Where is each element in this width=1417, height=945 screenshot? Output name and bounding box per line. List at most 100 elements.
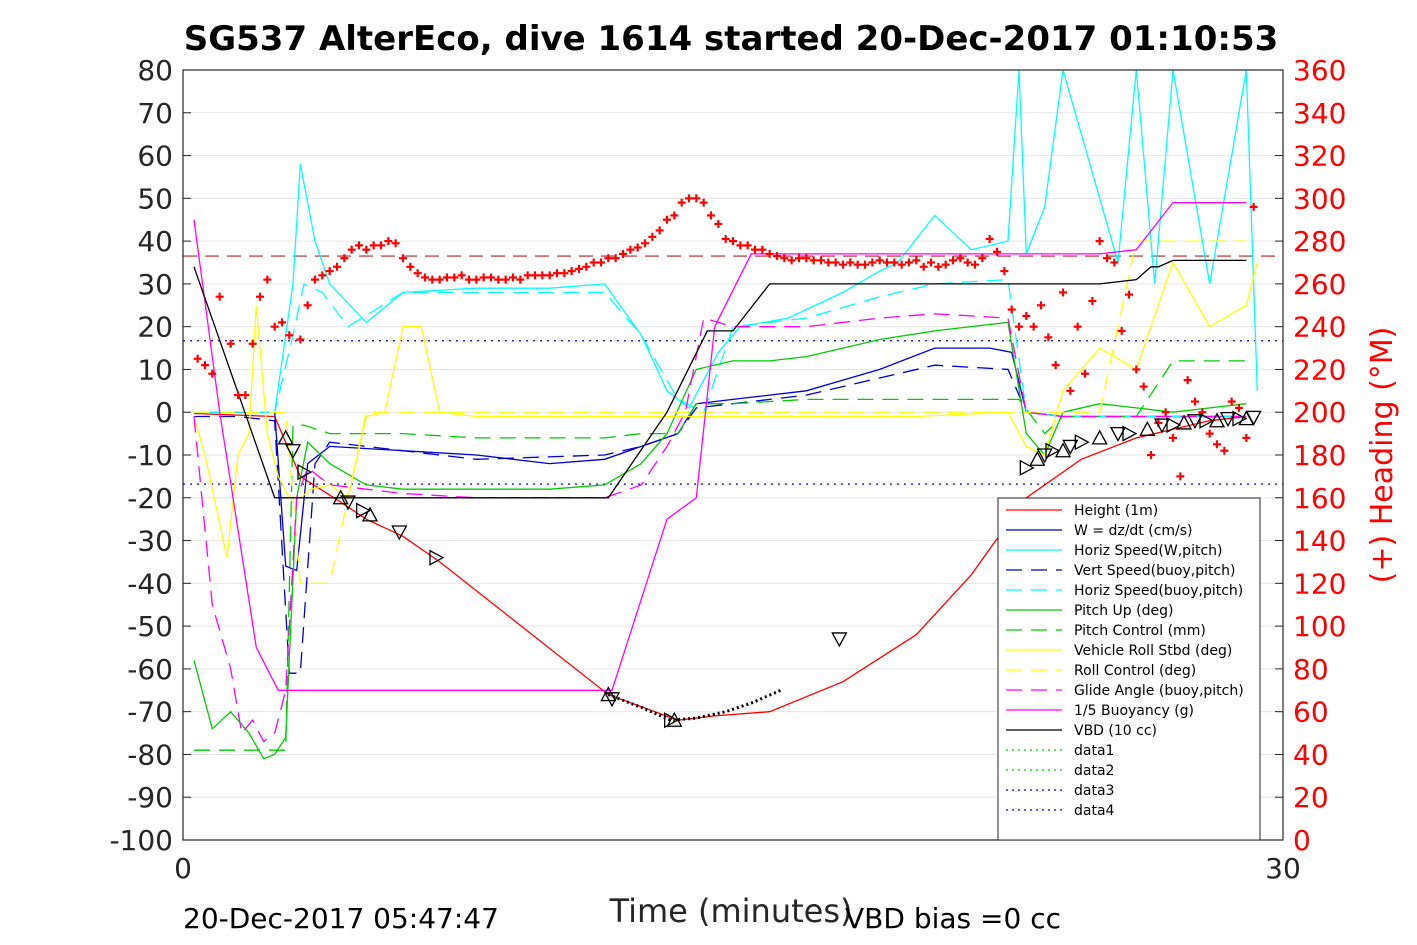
triangle-marker <box>1166 416 1182 434</box>
legend-label: Glide Angle (buoy,pitch) <box>1074 683 1244 699</box>
heading-point <box>311 275 319 284</box>
triangle-marker <box>1245 410 1262 426</box>
heading-point <box>853 260 862 269</box>
triangle-marker <box>339 495 357 511</box>
heading-point <box>985 234 994 243</box>
heading-point <box>956 254 965 263</box>
triangle-marker <box>1175 414 1193 430</box>
heading-point <box>201 361 209 370</box>
y-tick-label: -90 <box>127 781 173 814</box>
y-right-tick-label: 100 <box>1293 610 1346 643</box>
heading-point <box>824 258 833 267</box>
heading-point <box>421 273 429 282</box>
legend-label: Pitch Control (mm) <box>1074 623 1206 639</box>
heading-point <box>303 301 312 310</box>
triangle-marker <box>664 712 680 729</box>
heading-point <box>971 260 979 269</box>
legend-label: Vehicle Roll Stbd (deg) <box>1074 643 1232 659</box>
y-right-tick-label: 280 <box>1293 225 1346 258</box>
triangle-marker <box>1109 426 1127 442</box>
y-tick-label: 10 <box>137 353 173 386</box>
heading-point <box>905 258 913 267</box>
heading-point <box>633 243 642 252</box>
heading-point <box>355 241 363 250</box>
heading-point <box>553 269 561 278</box>
legend-label: Pitch Up (deg) <box>1074 603 1173 619</box>
heading-point <box>516 275 525 284</box>
series-line-5 <box>193 321 1247 760</box>
heading-point <box>413 269 422 278</box>
series-line-2 <box>194 69 1258 413</box>
legend-label: Horiz Speed(buoy,pitch) <box>1074 583 1243 599</box>
heading-point <box>1022 311 1031 320</box>
heading-point <box>699 198 708 207</box>
heading-point <box>919 262 928 271</box>
y-right-tick-label: 360 <box>1293 54 1346 87</box>
heading-point <box>758 245 767 254</box>
heading-point <box>1220 446 1229 455</box>
chart-title: SG537 AlterEco, dive 1614 started 20-Dec… <box>184 19 1279 59</box>
y-right-tick-label: 40 <box>1293 738 1329 771</box>
legend-label: data1 <box>1074 743 1114 759</box>
legend-label: Horiz Speed(W,pitch) <box>1074 543 1222 559</box>
heading-point <box>226 339 235 348</box>
y-tick-label: 80 <box>137 54 173 87</box>
heading-point <box>443 273 451 282</box>
heading-point <box>604 254 613 263</box>
y-right-tick-label: 20 <box>1293 781 1329 814</box>
heading-point <box>1051 361 1060 370</box>
heading-point <box>560 269 569 278</box>
marker-layer <box>193 194 1262 729</box>
triangle-marker <box>332 489 349 505</box>
y-right-tick-label: 180 <box>1293 439 1346 472</box>
heading-point <box>1147 451 1155 459</box>
heading-point <box>729 237 737 246</box>
triangle-marker <box>1029 450 1046 466</box>
heading-point <box>780 254 789 263</box>
series-line-9 <box>193 313 1247 743</box>
dotted-segment <box>607 688 782 722</box>
triangle-marker <box>356 502 372 519</box>
y-tick-label: -80 <box>127 738 173 771</box>
triangle-marker <box>1139 420 1156 436</box>
heading-point <box>1029 322 1038 331</box>
y-right-tick-label: 160 <box>1293 482 1346 515</box>
heading-point <box>457 271 466 280</box>
heading-point <box>751 245 759 254</box>
heading-point <box>809 256 818 265</box>
legend-box <box>997 497 1261 841</box>
heading-point <box>817 256 825 265</box>
heading-point <box>567 267 576 276</box>
heading-point <box>1169 433 1177 442</box>
triangle-marker <box>1091 429 1108 445</box>
y-tick-label: -10 <box>127 439 173 472</box>
triangle-marker <box>1019 459 1035 476</box>
heading-point <box>582 262 591 271</box>
heading-point <box>377 241 385 250</box>
y-right-tick-label: 240 <box>1293 311 1346 344</box>
triangle-marker <box>666 711 683 727</box>
heading-point <box>1183 376 1192 385</box>
triangle-marker <box>603 692 621 708</box>
series-line-10 <box>193 201 1247 691</box>
y-tick-label: 40 <box>137 225 173 258</box>
y-tick-label: -40 <box>127 567 173 600</box>
legend-label: data4 <box>1074 803 1115 819</box>
heading-point <box>897 260 906 269</box>
heading-point <box>787 256 796 265</box>
y-tick-label: -100 <box>109 824 173 857</box>
y-tick-label: 60 <box>137 140 173 173</box>
triangle-marker <box>284 444 302 460</box>
series-line-3 <box>194 364 1247 674</box>
triangle-marker <box>1219 411 1237 428</box>
heading-point <box>743 241 752 250</box>
heading-point <box>333 262 341 271</box>
heading-point <box>861 260 869 269</box>
chart-legend: Height (1m) W = dz/dt (cm/s) Horiz Speed(W… <box>997 497 1261 841</box>
heading-point <box>1073 322 1082 331</box>
heading-point <box>450 273 459 282</box>
heading-point <box>296 335 305 344</box>
heading-point <box>256 292 264 301</box>
heading-point <box>912 256 921 265</box>
